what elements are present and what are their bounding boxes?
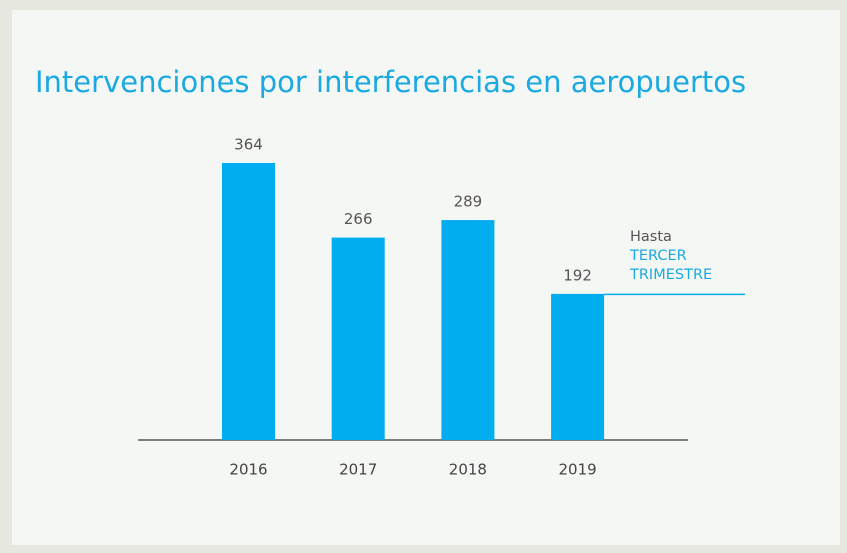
panel bbox=[12, 10, 840, 545]
value-label: 364 bbox=[234, 136, 263, 154]
bar bbox=[551, 293, 605, 440]
annotation: Hasta bbox=[630, 229, 672, 245]
x-tick-label: 2016 bbox=[229, 461, 267, 479]
annotation: TRIMESTRE bbox=[629, 267, 712, 283]
bar bbox=[331, 237, 385, 440]
x-tick-label: 2018 bbox=[449, 461, 487, 479]
value-label: 266 bbox=[344, 210, 373, 228]
value-label: 192 bbox=[563, 266, 592, 284]
x-tick-label: 2017 bbox=[339, 461, 377, 479]
x-tick-label: 2019 bbox=[559, 461, 597, 479]
bar bbox=[441, 220, 495, 440]
annotation: TERCER bbox=[629, 248, 687, 264]
bar bbox=[222, 163, 275, 440]
chart-title: Intervenciones por interferencias en aer… bbox=[35, 65, 746, 99]
value-label: 289 bbox=[454, 193, 483, 211]
